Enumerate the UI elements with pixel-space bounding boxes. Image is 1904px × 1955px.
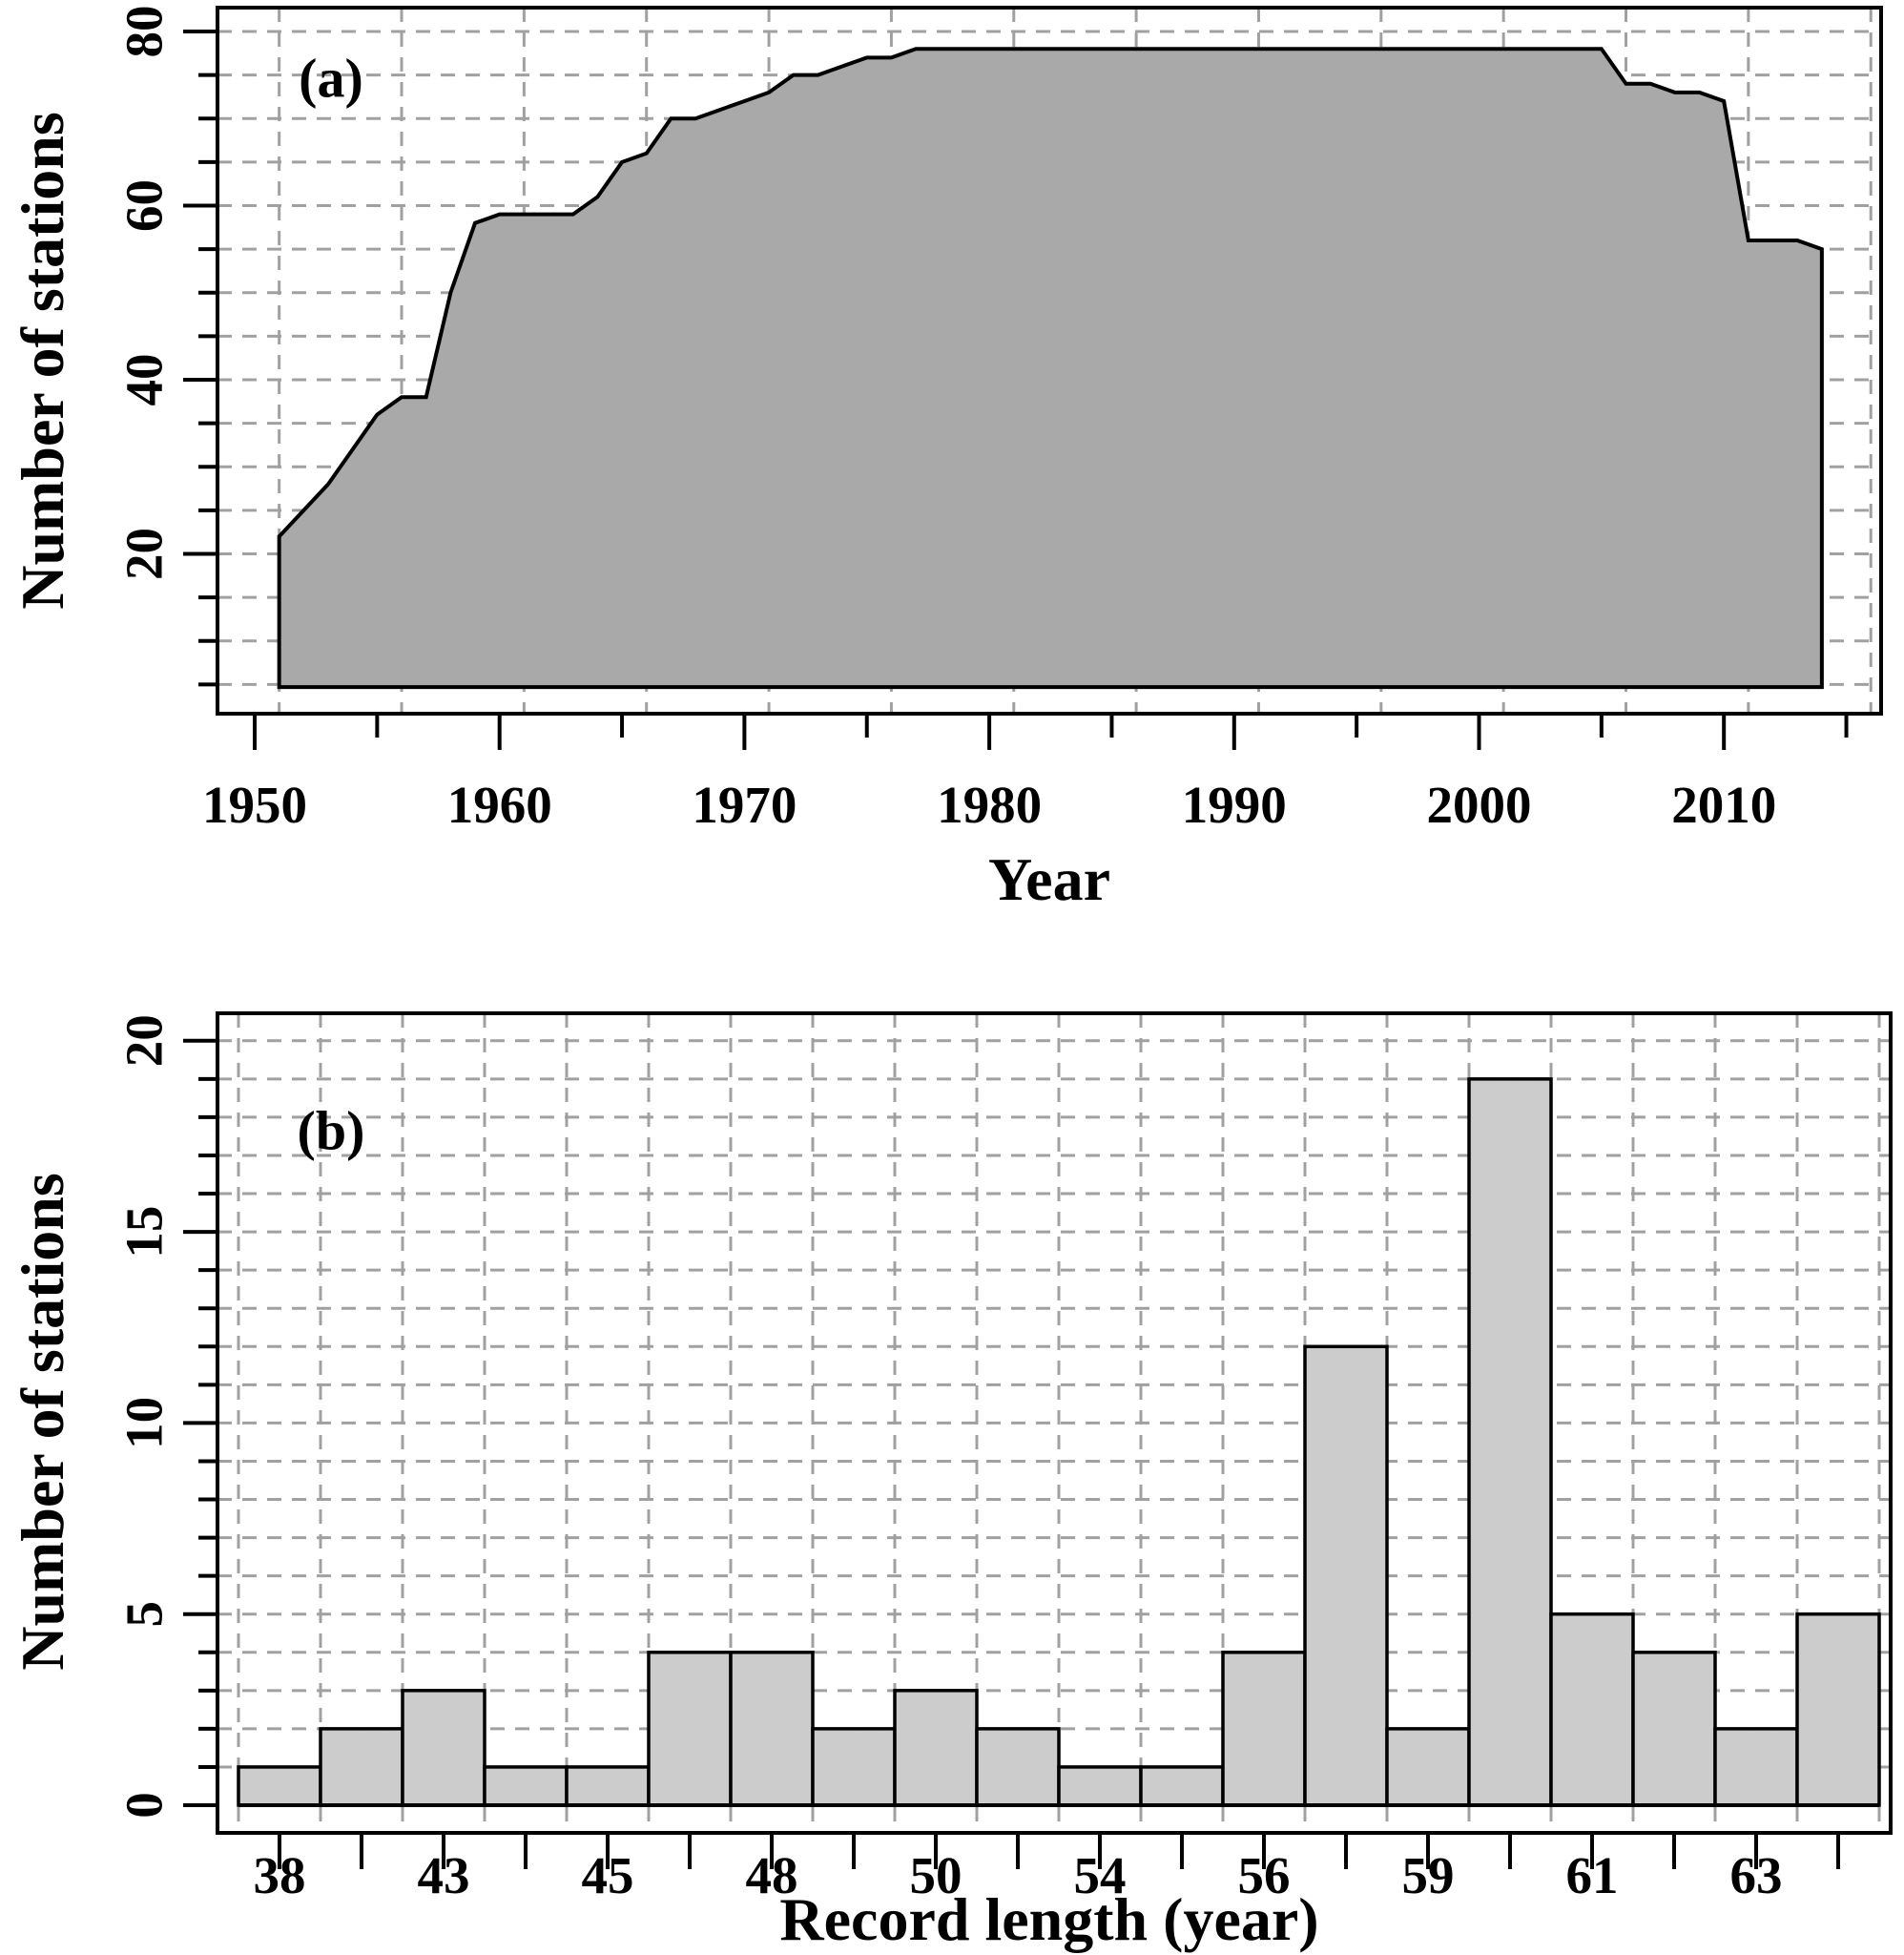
x-axis-tick-label: 56	[1238, 1846, 1291, 1904]
y-axis-tick-label: 20	[114, 1014, 173, 1067]
x-axis-tick-label: 2000	[1427, 776, 1532, 834]
histogram-bar	[565, 1765, 651, 1807]
x-axis-tick-label: 54	[1074, 1846, 1127, 1904]
x-axis-tick-label: 59	[1402, 1846, 1455, 1904]
histogram-bar	[1057, 1765, 1143, 1807]
histogram-bar	[1631, 1651, 1717, 1807]
histogram-bar	[1713, 1727, 1799, 1807]
x-axis-tick-label: 1960	[447, 776, 552, 834]
panel-a-label: (a)	[299, 47, 363, 110]
histogram-bar	[401, 1689, 486, 1807]
y-axis-tick-label: 20	[114, 528, 173, 580]
histogram-bar	[1467, 1077, 1553, 1807]
histogram-bar	[975, 1727, 1061, 1807]
histogram-bar	[1795, 1612, 1881, 1807]
x-axis-tick-label: 61	[1566, 1846, 1619, 1904]
panel-b-x-axis-title: Record length (year)	[779, 1885, 1319, 1953]
histogram-bar	[893, 1689, 979, 1807]
panel-a-plot-box	[216, 6, 1883, 716]
histogram-bar	[483, 1765, 569, 1807]
y-axis-tick-label: 15	[114, 1206, 173, 1258]
x-axis-tick-label: 1980	[937, 776, 1042, 834]
panel-a-x-axis-title: Year	[988, 845, 1110, 913]
x-axis-tick-label: 45	[582, 1846, 634, 1904]
histogram-bar	[729, 1651, 815, 1807]
histogram-bar	[811, 1727, 897, 1807]
panel-a-y-axis-title: Number of stations	[9, 112, 76, 610]
histogram-bar	[319, 1727, 404, 1807]
x-axis-tick-label: 43	[418, 1846, 470, 1904]
x-axis-tick-label: 50	[910, 1846, 962, 1904]
histogram-bar	[1549, 1612, 1635, 1807]
x-axis-tick-label: 2010	[1671, 776, 1776, 834]
x-axis-tick-label: 1950	[202, 776, 307, 834]
histogram-bar	[1385, 1727, 1471, 1807]
stations-per-year-area	[277, 47, 1824, 690]
histogram-bar	[1303, 1344, 1389, 1807]
y-axis-tick-label: 10	[114, 1397, 173, 1449]
histogram-bar	[647, 1651, 733, 1807]
x-axis-tick-label: 48	[746, 1846, 798, 1904]
y-axis-tick-label: 0	[114, 1792, 173, 1819]
x-axis-tick-label: 63	[1730, 1846, 1783, 1904]
y-axis-tick-label: 60	[114, 179, 173, 232]
y-axis-tick-label: 5	[114, 1601, 173, 1628]
x-axis-tick-label: 38	[254, 1846, 306, 1904]
x-axis-tick-label: 1990	[1182, 776, 1287, 834]
histogram-bar	[1221, 1651, 1307, 1807]
x-axis-tick-label: 1970	[692, 776, 797, 834]
y-axis-tick-label: 40	[114, 354, 173, 406]
histogram-bar	[237, 1765, 322, 1807]
y-axis-tick-label: 80	[114, 6, 173, 58]
histogram-bar	[1139, 1765, 1225, 1807]
panel-b-y-axis-title: Number of stations	[9, 1173, 76, 1671]
panel-b-label: (b)	[297, 1099, 365, 1162]
